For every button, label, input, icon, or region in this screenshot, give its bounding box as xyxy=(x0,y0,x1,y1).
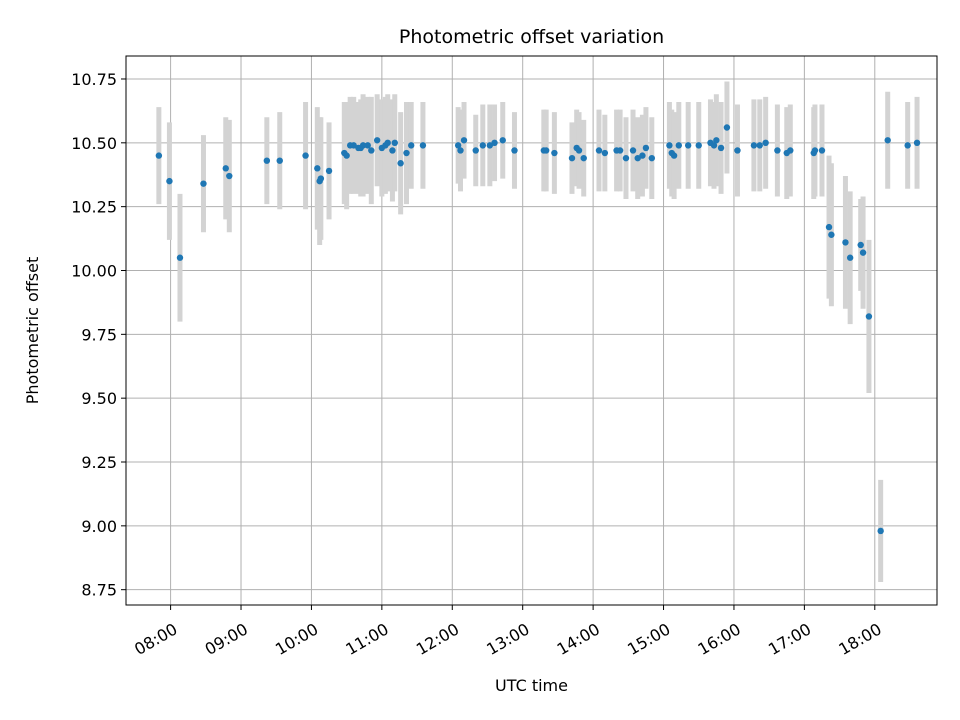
y-tick-label: 8.75 xyxy=(81,581,117,600)
y-tick-label: 10.50 xyxy=(71,134,117,153)
data-point xyxy=(364,142,371,149)
data-point xyxy=(877,527,884,535)
data-point xyxy=(551,149,558,157)
data-point xyxy=(750,142,758,149)
data-point xyxy=(734,147,741,154)
chart-title: Photometric offset variation xyxy=(399,26,664,48)
data-point xyxy=(629,147,637,154)
data-point xyxy=(511,147,518,154)
data-point xyxy=(407,142,415,149)
data-point xyxy=(176,254,184,261)
data-point xyxy=(166,177,173,185)
data-point xyxy=(389,147,396,154)
data-point xyxy=(486,142,494,149)
data-point xyxy=(842,239,849,246)
data-point xyxy=(350,142,357,149)
data-point xyxy=(155,152,163,159)
data-point xyxy=(580,154,587,162)
x-axis-label: UTC time xyxy=(495,676,568,695)
data-point xyxy=(717,144,725,152)
data-point xyxy=(568,154,576,162)
data-point xyxy=(314,165,321,172)
data-point xyxy=(472,147,479,154)
data-point xyxy=(222,165,229,172)
data-point xyxy=(491,139,498,147)
data-point xyxy=(884,137,891,144)
data-point xyxy=(454,142,462,149)
y-tick-label: 9.75 xyxy=(81,325,117,344)
y-tick-label: 10.25 xyxy=(71,198,117,217)
data-point xyxy=(419,142,427,149)
data-point xyxy=(479,142,486,149)
data-point xyxy=(397,160,404,167)
data-point xyxy=(774,147,781,154)
data-point xyxy=(846,254,854,261)
data-point xyxy=(359,142,367,149)
y-axis-ticks: 8.75 9.00 9.25 9.50 9.75 10.00 10.25 10.50 10.75 xyxy=(71,70,126,600)
data-point xyxy=(276,157,283,164)
data-point xyxy=(756,142,763,149)
data-point xyxy=(723,124,731,131)
data-point xyxy=(825,223,833,231)
y-axis-label: Photometric offset xyxy=(23,257,42,405)
data-point xyxy=(263,157,271,164)
data-point xyxy=(542,147,550,154)
data-point xyxy=(343,152,350,159)
data-point xyxy=(818,147,826,154)
data-point xyxy=(811,147,819,154)
plot-frame xyxy=(125,55,938,606)
y-tick-label: 9.50 xyxy=(81,389,117,408)
data-point xyxy=(460,137,468,144)
data-point xyxy=(913,139,921,147)
data-point xyxy=(642,144,650,152)
data-point xyxy=(710,142,718,149)
data-point xyxy=(865,313,873,320)
data-point xyxy=(368,147,375,154)
y-tick-label: 9.25 xyxy=(81,453,117,472)
data-point xyxy=(384,139,391,147)
data-point xyxy=(857,241,864,249)
data-point xyxy=(675,142,682,149)
data-points xyxy=(155,124,921,535)
grid xyxy=(126,56,937,605)
data-point xyxy=(325,167,333,175)
data-point xyxy=(904,142,911,149)
data-point xyxy=(859,249,867,256)
data-point xyxy=(713,137,720,144)
data-point xyxy=(828,231,835,238)
data-point xyxy=(695,142,702,149)
data-point xyxy=(634,154,641,162)
data-point xyxy=(457,147,464,154)
data-point xyxy=(575,147,583,154)
data-point xyxy=(499,137,506,144)
data-point xyxy=(373,137,381,144)
data-point xyxy=(666,142,673,149)
data-point xyxy=(403,149,410,157)
data-point xyxy=(302,152,309,159)
data-point xyxy=(648,154,656,162)
data-point xyxy=(391,139,398,147)
data-point xyxy=(787,147,794,154)
data-point xyxy=(762,139,769,147)
data-point xyxy=(601,149,609,157)
data-point xyxy=(200,180,207,187)
data-point xyxy=(317,175,325,182)
y-tick-label: 9.00 xyxy=(81,517,117,536)
data-point xyxy=(684,142,692,149)
data-point xyxy=(226,172,233,180)
data-point xyxy=(616,147,624,154)
y-tick-label: 10.75 xyxy=(71,70,117,89)
y-tick-label: 10.00 xyxy=(71,261,117,280)
data-point xyxy=(670,152,678,159)
data-point xyxy=(622,154,630,162)
data-point xyxy=(639,152,646,159)
data-point xyxy=(595,147,603,154)
